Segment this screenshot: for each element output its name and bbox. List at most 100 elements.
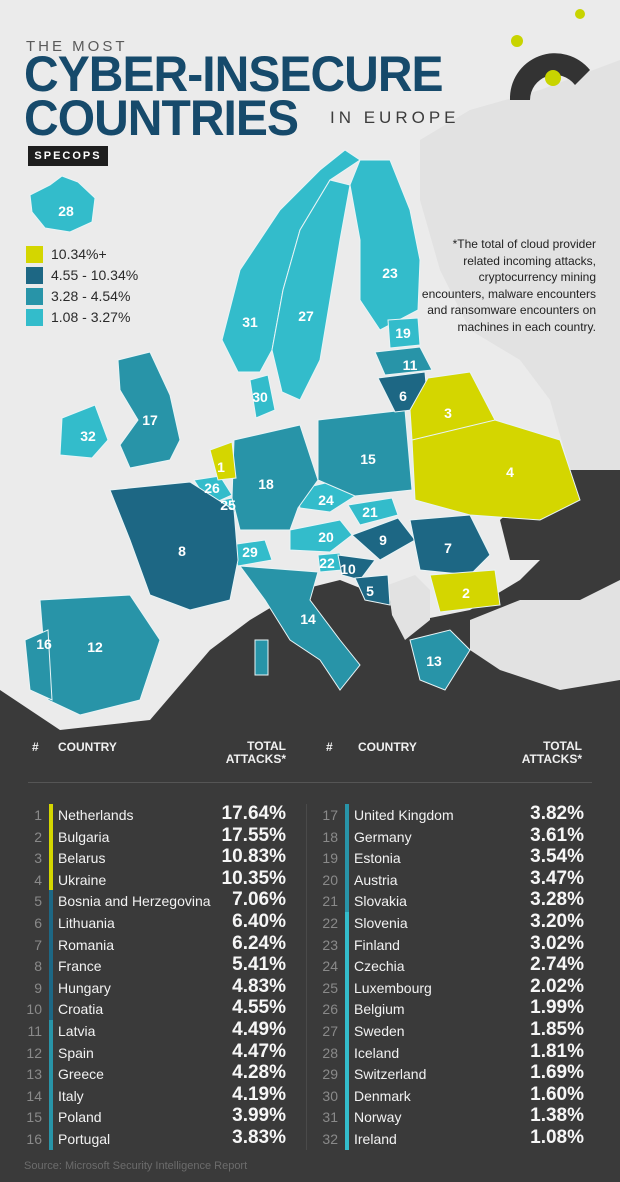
- rank-number: 29: [322, 1066, 338, 1083]
- header-divider: [28, 782, 592, 783]
- attack-percentage: 3.82%: [530, 803, 584, 824]
- legend-label: 10.34%+: [51, 246, 107, 262]
- country-name: Poland: [58, 1109, 102, 1126]
- country-name: Bosnia and Herzegovina: [58, 893, 211, 910]
- country-name: Denmark: [354, 1087, 411, 1104]
- ranking-table: # COUNTRY TOTAL ATTACKS* # COUNTRY TOTAL…: [0, 730, 620, 1182]
- tier-bar: [345, 1127, 349, 1150]
- map-rank-label: 6: [399, 388, 407, 404]
- country-name: Spain: [58, 1044, 94, 1061]
- rank-number: 11: [27, 1022, 42, 1039]
- country-name: United Kingdom: [354, 807, 454, 823]
- rank-number: 9: [34, 979, 42, 996]
- rank-number: 23: [322, 936, 338, 953]
- attack-percentage: 17.55%: [221, 824, 286, 846]
- legend-item: 10.34%+: [26, 244, 138, 264]
- country-name: Slovakia: [354, 893, 407, 910]
- rank-number: 13: [26, 1066, 42, 1083]
- rank-number: 16: [26, 1130, 42, 1147]
- rank-number: 2: [34, 828, 42, 845]
- attack-percentage: 4.49%: [232, 1018, 286, 1040]
- russia-land: [420, 60, 620, 470]
- rank-number: 3: [34, 850, 42, 867]
- rank-number: 4: [34, 871, 42, 888]
- header-total-line1: TOTAL: [543, 739, 582, 753]
- country-estonia: [387, 317, 421, 349]
- legend-swatch: [26, 266, 43, 284]
- header-total-line2: ATTACKS*: [521, 752, 582, 766]
- tier-bar: [345, 998, 349, 1020]
- tier-bar: [345, 955, 349, 977]
- attack-percentage: 6.40%: [232, 910, 286, 932]
- map-rank-label: 25: [220, 497, 236, 513]
- attack-percentage: 1.69%: [530, 1062, 584, 1084]
- rank-number: 14: [26, 1087, 42, 1104]
- tier-bar: [345, 804, 349, 826]
- country-denmark: [249, 374, 276, 419]
- tier-bar: [49, 911, 53, 934]
- map-rank-label: 21: [362, 504, 378, 520]
- attack-percentage: 7.06%: [232, 889, 286, 911]
- country-latvia: [374, 346, 433, 376]
- rank-number: 20: [322, 871, 338, 888]
- map-rank-label: 2: [462, 585, 470, 601]
- tier-bar: [49, 825, 53, 848]
- map-rank-label: 19: [395, 325, 411, 341]
- map-rank-label: 24: [318, 492, 334, 508]
- country-name: Slovenia: [354, 914, 408, 931]
- country-iceland: [29, 175, 96, 233]
- map-rank-label: 9: [379, 532, 387, 548]
- country-netherlands: [209, 441, 237, 481]
- tier-bar: [49, 847, 53, 869]
- map-legend: 10.34%+ 4.55 - 10.34% 3.28 - 4.54% 1.08 - 3…: [26, 244, 138, 328]
- rank-number: 12: [26, 1044, 42, 1061]
- country-name: Netherlands: [58, 807, 134, 823]
- country-name: Sweden: [354, 1022, 405, 1039]
- rank-number: 7: [34, 936, 42, 953]
- tier-bar: [345, 825, 349, 848]
- country-italy: [238, 565, 361, 691]
- tier-bar: [49, 998, 53, 1020]
- rank-number: 1: [34, 807, 42, 823]
- attack-percentage: 4.83%: [232, 975, 286, 997]
- legend-label: 1.08 - 3.27%: [51, 309, 131, 325]
- attack-percentage: 1.08%: [530, 1126, 584, 1148]
- map-rank-label: 1: [217, 459, 225, 475]
- map-rank-label: 17: [142, 412, 158, 428]
- country-uk: [117, 351, 181, 469]
- map-rank-label: 23: [382, 265, 398, 281]
- rank-number: 26: [322, 1001, 338, 1018]
- title-line-2: COUNTRIES: [24, 90, 299, 146]
- map-rank-label: 15: [360, 451, 376, 467]
- tier-bar: [49, 976, 53, 999]
- tier-bar: [345, 1041, 349, 1064]
- country-name: Lithuania: [58, 914, 115, 931]
- tier-bar: [345, 1084, 349, 1107]
- country-name: Estonia: [354, 850, 401, 867]
- tier-bar: [49, 1106, 53, 1128]
- rank-number: 10: [26, 1001, 42, 1018]
- attack-percentage: 1.81%: [530, 1040, 584, 1062]
- map-rank-label: 14: [300, 611, 316, 627]
- tier-bar: [49, 1084, 53, 1107]
- map-rank-label: 32: [80, 428, 96, 444]
- black-sea: [500, 470, 620, 560]
- tier-bar: [345, 1106, 349, 1128]
- attack-percentage: 1.38%: [530, 1105, 584, 1127]
- map-rank-label: 7: [444, 540, 452, 556]
- rank-number: 28: [322, 1044, 338, 1061]
- rank-number: 22: [322, 914, 338, 931]
- rank-number: 27: [322, 1022, 338, 1039]
- tier-bar: [49, 1127, 53, 1150]
- rank-number: 30: [322, 1087, 338, 1104]
- country-name: Belarus: [58, 850, 106, 867]
- country-name: Ukraine: [58, 871, 107, 888]
- map-rank-label: 13: [426, 653, 442, 669]
- rank-number: 24: [322, 958, 338, 975]
- country-name: Greece: [58, 1066, 104, 1083]
- tier-bar: [49, 955, 53, 977]
- map-rank-label: 20: [318, 529, 334, 545]
- attack-percentage: 1.60%: [530, 1083, 584, 1105]
- country-name: Italy: [58, 1087, 84, 1104]
- header-country-right: COUNTRY: [358, 740, 417, 754]
